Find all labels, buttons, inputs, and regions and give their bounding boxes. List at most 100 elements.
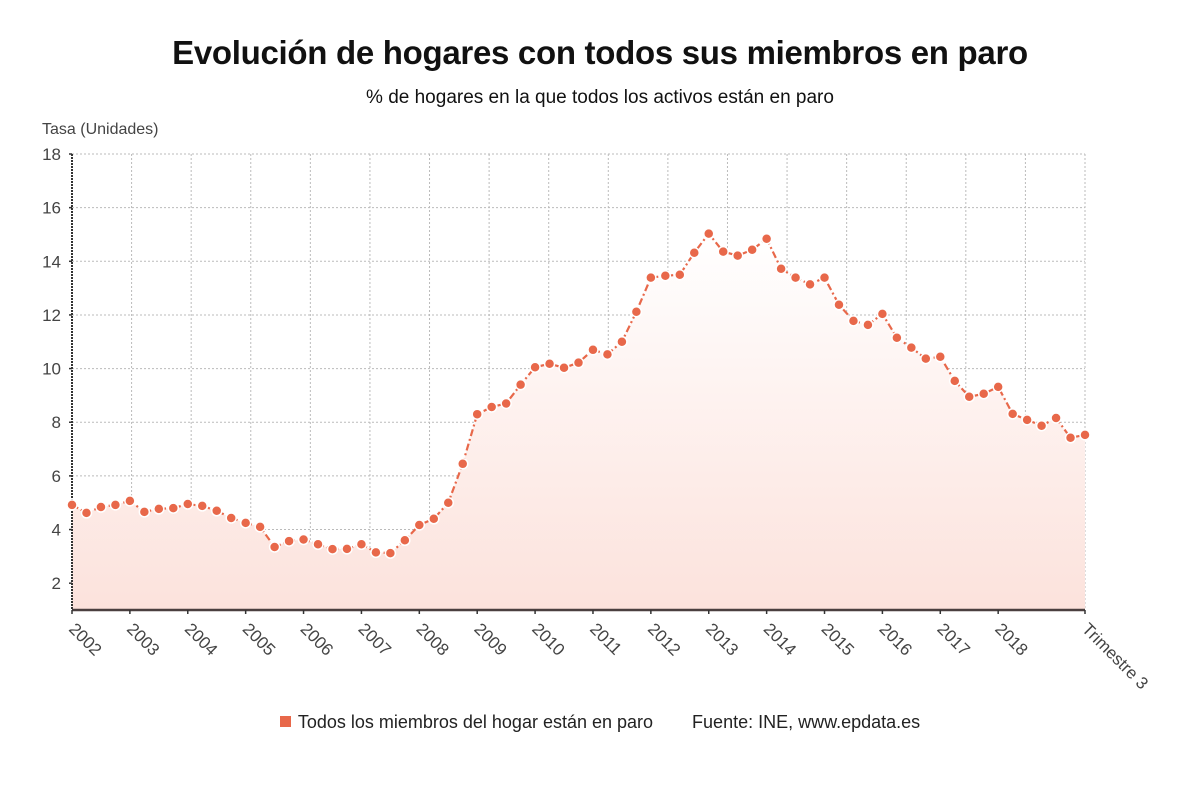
- series-points: [66, 227, 1091, 559]
- x-axis: 2002 2003 2004 2005 2006 2007 2008 2009 2010 2011…: [65, 608, 1152, 693]
- y-tick-label: 2: [52, 574, 61, 593]
- y-axis: 2 4 6 8 10 12 14 16 18: [42, 145, 73, 610]
- data-point[interactable]: [138, 506, 151, 518]
- data-point[interactable]: [717, 245, 729, 258]
- data-point[interactable]: [1079, 429, 1091, 441]
- data-point[interactable]: [833, 298, 845, 311]
- data-point[interactable]: [775, 263, 787, 275]
- data-point[interactable]: [413, 519, 426, 531]
- data-point[interactable]: [645, 271, 657, 284]
- y-tick-label: 12: [42, 306, 61, 325]
- data-point[interactable]: [876, 308, 889, 320]
- x-tick-label: 2005: [239, 619, 279, 659]
- data-point[interactable]: [934, 351, 947, 363]
- y-tick-label: 6: [52, 467, 61, 486]
- data-point[interactable]: [731, 249, 744, 262]
- data-point[interactable]: [992, 381, 1004, 393]
- data-point[interactable]: [616, 336, 628, 348]
- data-point[interactable]: [210, 505, 223, 517]
- x-tick-label: 2014: [760, 619, 800, 659]
- x-tick-label: 2011: [586, 619, 625, 658]
- data-point[interactable]: [370, 546, 382, 559]
- data-point[interactable]: [891, 331, 903, 344]
- data-point[interactable]: [659, 270, 672, 282]
- data-point[interactable]: [182, 498, 194, 510]
- source-note: Fuente: INE, www.epdata.es: [692, 712, 921, 732]
- data-point[interactable]: [80, 507, 93, 519]
- data-point[interactable]: [442, 496, 455, 509]
- x-tick-label: 2007: [355, 619, 395, 659]
- x-tick-label: 2010: [528, 619, 568, 659]
- data-point[interactable]: [818, 271, 831, 284]
- x-tick-label: 2012: [644, 619, 684, 659]
- x-tick-label: 2009: [470, 619, 510, 659]
- x-tick-label: Trimestre 3: [1078, 619, 1152, 693]
- legend-item[interactable]: Todos los miembros del hogar están en pa…: [279, 712, 654, 733]
- data-point[interactable]: [702, 227, 715, 240]
- x-tick-label: 2015: [818, 619, 858, 659]
- data-point[interactable]: [558, 362, 570, 374]
- legend-label: Todos los miembros del hogar están en pa…: [297, 712, 654, 732]
- data-point[interactable]: [109, 499, 122, 511]
- data-point[interactable]: [1064, 432, 1077, 444]
- data-point[interactable]: [529, 361, 541, 373]
- data-point[interactable]: [341, 543, 353, 555]
- data-point[interactable]: [746, 244, 758, 256]
- data-point[interactable]: [1050, 412, 1062, 424]
- data-point[interactable]: [847, 315, 860, 327]
- data-point[interactable]: [254, 521, 266, 533]
- data-point[interactable]: [355, 538, 368, 551]
- data-point[interactable]: [167, 502, 180, 514]
- data-point[interactable]: [963, 391, 975, 403]
- data-point[interactable]: [543, 358, 556, 370]
- data-point[interactable]: [601, 348, 614, 361]
- x-tick-label: 2008: [412, 619, 452, 659]
- y-tick-label: 8: [52, 413, 61, 432]
- data-point[interactable]: [326, 543, 339, 555]
- data-point[interactable]: [384, 547, 397, 559]
- data-point[interactable]: [124, 495, 136, 507]
- data-point[interactable]: [572, 356, 585, 369]
- data-point[interactable]: [977, 388, 990, 400]
- data-point[interactable]: [239, 517, 252, 529]
- data-point[interactable]: [920, 352, 932, 365]
- data-point[interactable]: [66, 499, 78, 511]
- data-point[interactable]: [196, 500, 208, 512]
- data-point[interactable]: [674, 268, 686, 281]
- data-point[interactable]: [456, 458, 469, 470]
- data-point[interactable]: [949, 375, 961, 387]
- data-point[interactable]: [153, 503, 165, 515]
- data-point[interactable]: [312, 538, 324, 551]
- data-point[interactable]: [905, 341, 918, 354]
- data-point[interactable]: [862, 319, 874, 331]
- data-point[interactable]: [760, 233, 773, 245]
- x-tick-label: 2016: [876, 619, 916, 659]
- chart-title: Evolución de hogares con todos sus miemb…: [172, 34, 1028, 71]
- data-point[interactable]: [630, 305, 643, 318]
- data-point[interactable]: [688, 246, 701, 259]
- y-tick-label: 16: [42, 199, 61, 218]
- x-tick-label: 2006: [297, 619, 337, 659]
- legend: Todos los miembros del hogar están en pa…: [0, 712, 1200, 733]
- data-point[interactable]: [789, 271, 802, 284]
- data-point[interactable]: [399, 534, 411, 547]
- chart-subtitle: % de hogares en la que todos los activos…: [366, 87, 834, 108]
- data-point[interactable]: [268, 541, 281, 553]
- y-tick-label: 4: [52, 521, 61, 540]
- data-point[interactable]: [485, 401, 498, 413]
- data-point[interactable]: [297, 533, 310, 546]
- data-point[interactable]: [500, 397, 512, 410]
- data-point[interactable]: [283, 535, 295, 547]
- data-point[interactable]: [514, 378, 527, 391]
- data-point[interactable]: [428, 513, 440, 525]
- data-point[interactable]: [1006, 408, 1019, 420]
- data-point[interactable]: [1021, 414, 1033, 426]
- data-point[interactable]: [225, 512, 237, 524]
- legend-swatch-icon: [279, 716, 291, 727]
- data-point[interactable]: [471, 408, 483, 420]
- data-point[interactable]: [804, 278, 816, 291]
- data-point[interactable]: [95, 501, 107, 513]
- data-point[interactable]: [587, 344, 599, 356]
- data-point[interactable]: [1035, 419, 1048, 432]
